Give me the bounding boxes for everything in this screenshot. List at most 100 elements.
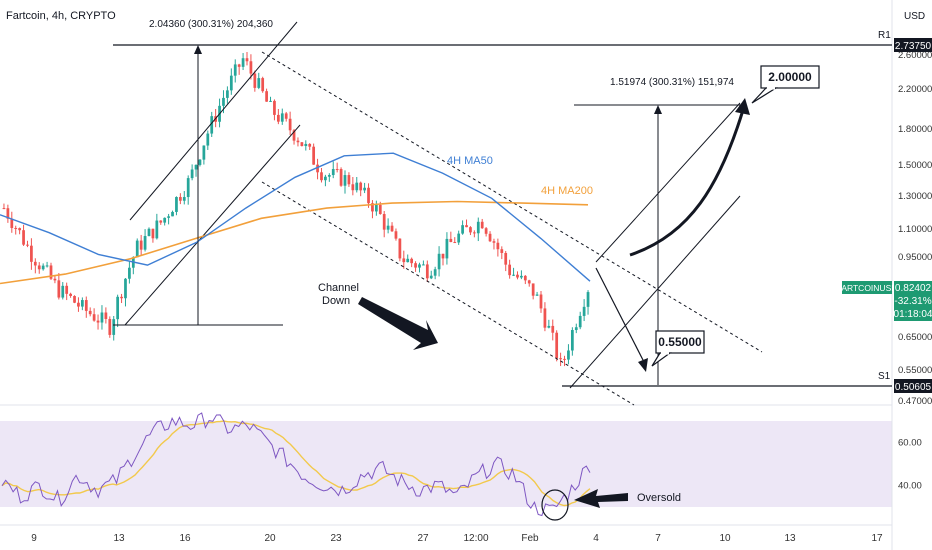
candle-body	[567, 350, 570, 360]
candle-body	[120, 296, 123, 299]
projected-channel-lower	[569, 195, 741, 389]
price-tick: 0.95000	[898, 252, 932, 263]
time-tick: 27	[417, 533, 429, 544]
oversold-label: Oversold	[637, 492, 681, 504]
candle-body	[394, 231, 398, 239]
rsi-axis[interactable]: 60.00 40.00	[898, 438, 922, 492]
candle-body	[343, 175, 347, 186]
candle-body	[6, 208, 10, 219]
channel-down-upper	[261, 51, 763, 353]
target-high-arrowhead	[735, 98, 750, 115]
rsi-line	[1, 412, 591, 517]
candle-body	[390, 225, 394, 232]
price-tick: 0.55000	[898, 365, 932, 376]
candle-body	[531, 283, 535, 296]
time-tick: Feb	[521, 533, 539, 544]
candle-body	[151, 228, 155, 239]
price-axis[interactable]: 2.60000 2.20000 1.80000 1.50000 1.30000 1.100…	[898, 50, 932, 407]
candle-body	[398, 238, 402, 259]
target-high-box[interactable]: 2.00000	[751, 65, 820, 104]
time-tick: 13	[113, 533, 125, 544]
candle-body	[190, 169, 194, 179]
candle-body	[539, 294, 543, 309]
s1-label: S1	[878, 371, 891, 382]
rsi-tick: 40.00	[898, 481, 922, 492]
candle-body	[49, 265, 53, 279]
candle-body	[316, 164, 319, 173]
candle-body	[245, 58, 249, 62]
candle-body	[73, 295, 76, 303]
ma200-line	[0, 200, 589, 285]
candle-body	[182, 197, 186, 201]
candle-body	[378, 204, 382, 215]
candle-body	[198, 159, 202, 165]
candle-body	[139, 240, 143, 250]
candle-body	[422, 264, 425, 266]
candle-body	[2, 208, 6, 210]
candle-body	[292, 130, 296, 141]
price-tick: 2.60000	[898, 50, 932, 61]
candle-body	[465, 225, 468, 228]
candle-body	[53, 278, 57, 281]
candle-body	[484, 228, 488, 234]
r1-price-tag: 2.73750	[894, 38, 932, 52]
rising-channel-lower	[124, 124, 301, 326]
channel-label-2: Down	[322, 295, 350, 307]
candle-body	[570, 330, 574, 351]
time-axis[interactable]: 9 13 16 20 23 27 12:00 Feb 4 7 10 13 17	[31, 533, 883, 544]
candle-body	[171, 211, 174, 217]
candle-body	[296, 140, 300, 143]
candle-body	[492, 241, 496, 243]
candle-body	[441, 253, 445, 259]
candle-body	[163, 217, 167, 223]
measure-2-label: 1.51974 (300.31%) 151,974	[610, 77, 734, 88]
candle-body	[504, 252, 508, 265]
candle-body	[433, 269, 437, 276]
ma50-line	[0, 152, 591, 282]
candle-body	[410, 258, 414, 264]
candle-body	[457, 233, 461, 243]
target-low-box[interactable]: 0.55000	[651, 330, 705, 367]
candle-body	[229, 75, 233, 91]
ma50-label: 4H MA50	[447, 155, 493, 167]
oversold-arrow	[574, 489, 628, 508]
current-price-tag[interactable]: FARTCOINUSD 0.82402 -32.31% 01:18:04	[837, 281, 932, 321]
measure-1-label: 2.04360 (300.31%) 204,360	[149, 19, 273, 30]
candle-body	[559, 358, 562, 360]
candle-body	[135, 240, 139, 258]
candle-body	[496, 242, 500, 250]
candle-body	[276, 114, 280, 122]
rising-channel-upper	[129, 21, 298, 221]
candle-body	[159, 220, 163, 223]
candle-body	[331, 169, 335, 176]
candle-body	[320, 172, 323, 181]
candle-body	[57, 280, 61, 298]
candle-body	[108, 318, 112, 335]
candle-body	[469, 227, 472, 233]
s1-price-tag: 0.50605	[894, 379, 932, 393]
symbol-title[interactable]: Fartcoin, 4h, CRYPTO	[6, 10, 116, 22]
candle-body	[206, 133, 210, 146]
candle-body	[449, 238, 453, 243]
candle-body	[527, 280, 531, 284]
candle-body	[128, 267, 131, 279]
time-tick: 9	[31, 533, 37, 544]
time-tick: 13	[784, 533, 796, 544]
price-tick: 0.65000	[898, 332, 932, 343]
candle-body	[202, 145, 206, 160]
time-tick: 23	[330, 533, 342, 544]
price-tick: 2.20000	[898, 84, 932, 95]
candle-body	[61, 285, 65, 298]
candle-body	[402, 258, 406, 263]
time-tick: 20	[264, 533, 276, 544]
candle-body	[80, 300, 84, 307]
candle-body	[257, 78, 261, 88]
candle-body	[582, 306, 586, 316]
candle-body	[253, 73, 257, 88]
rsi-ma-line	[1, 420, 591, 507]
channel-down-big-arrow	[358, 297, 438, 350]
oversold-circle	[541, 489, 569, 521]
target-low-text: 0.55000	[658, 335, 702, 349]
candle-body	[312, 146, 316, 165]
